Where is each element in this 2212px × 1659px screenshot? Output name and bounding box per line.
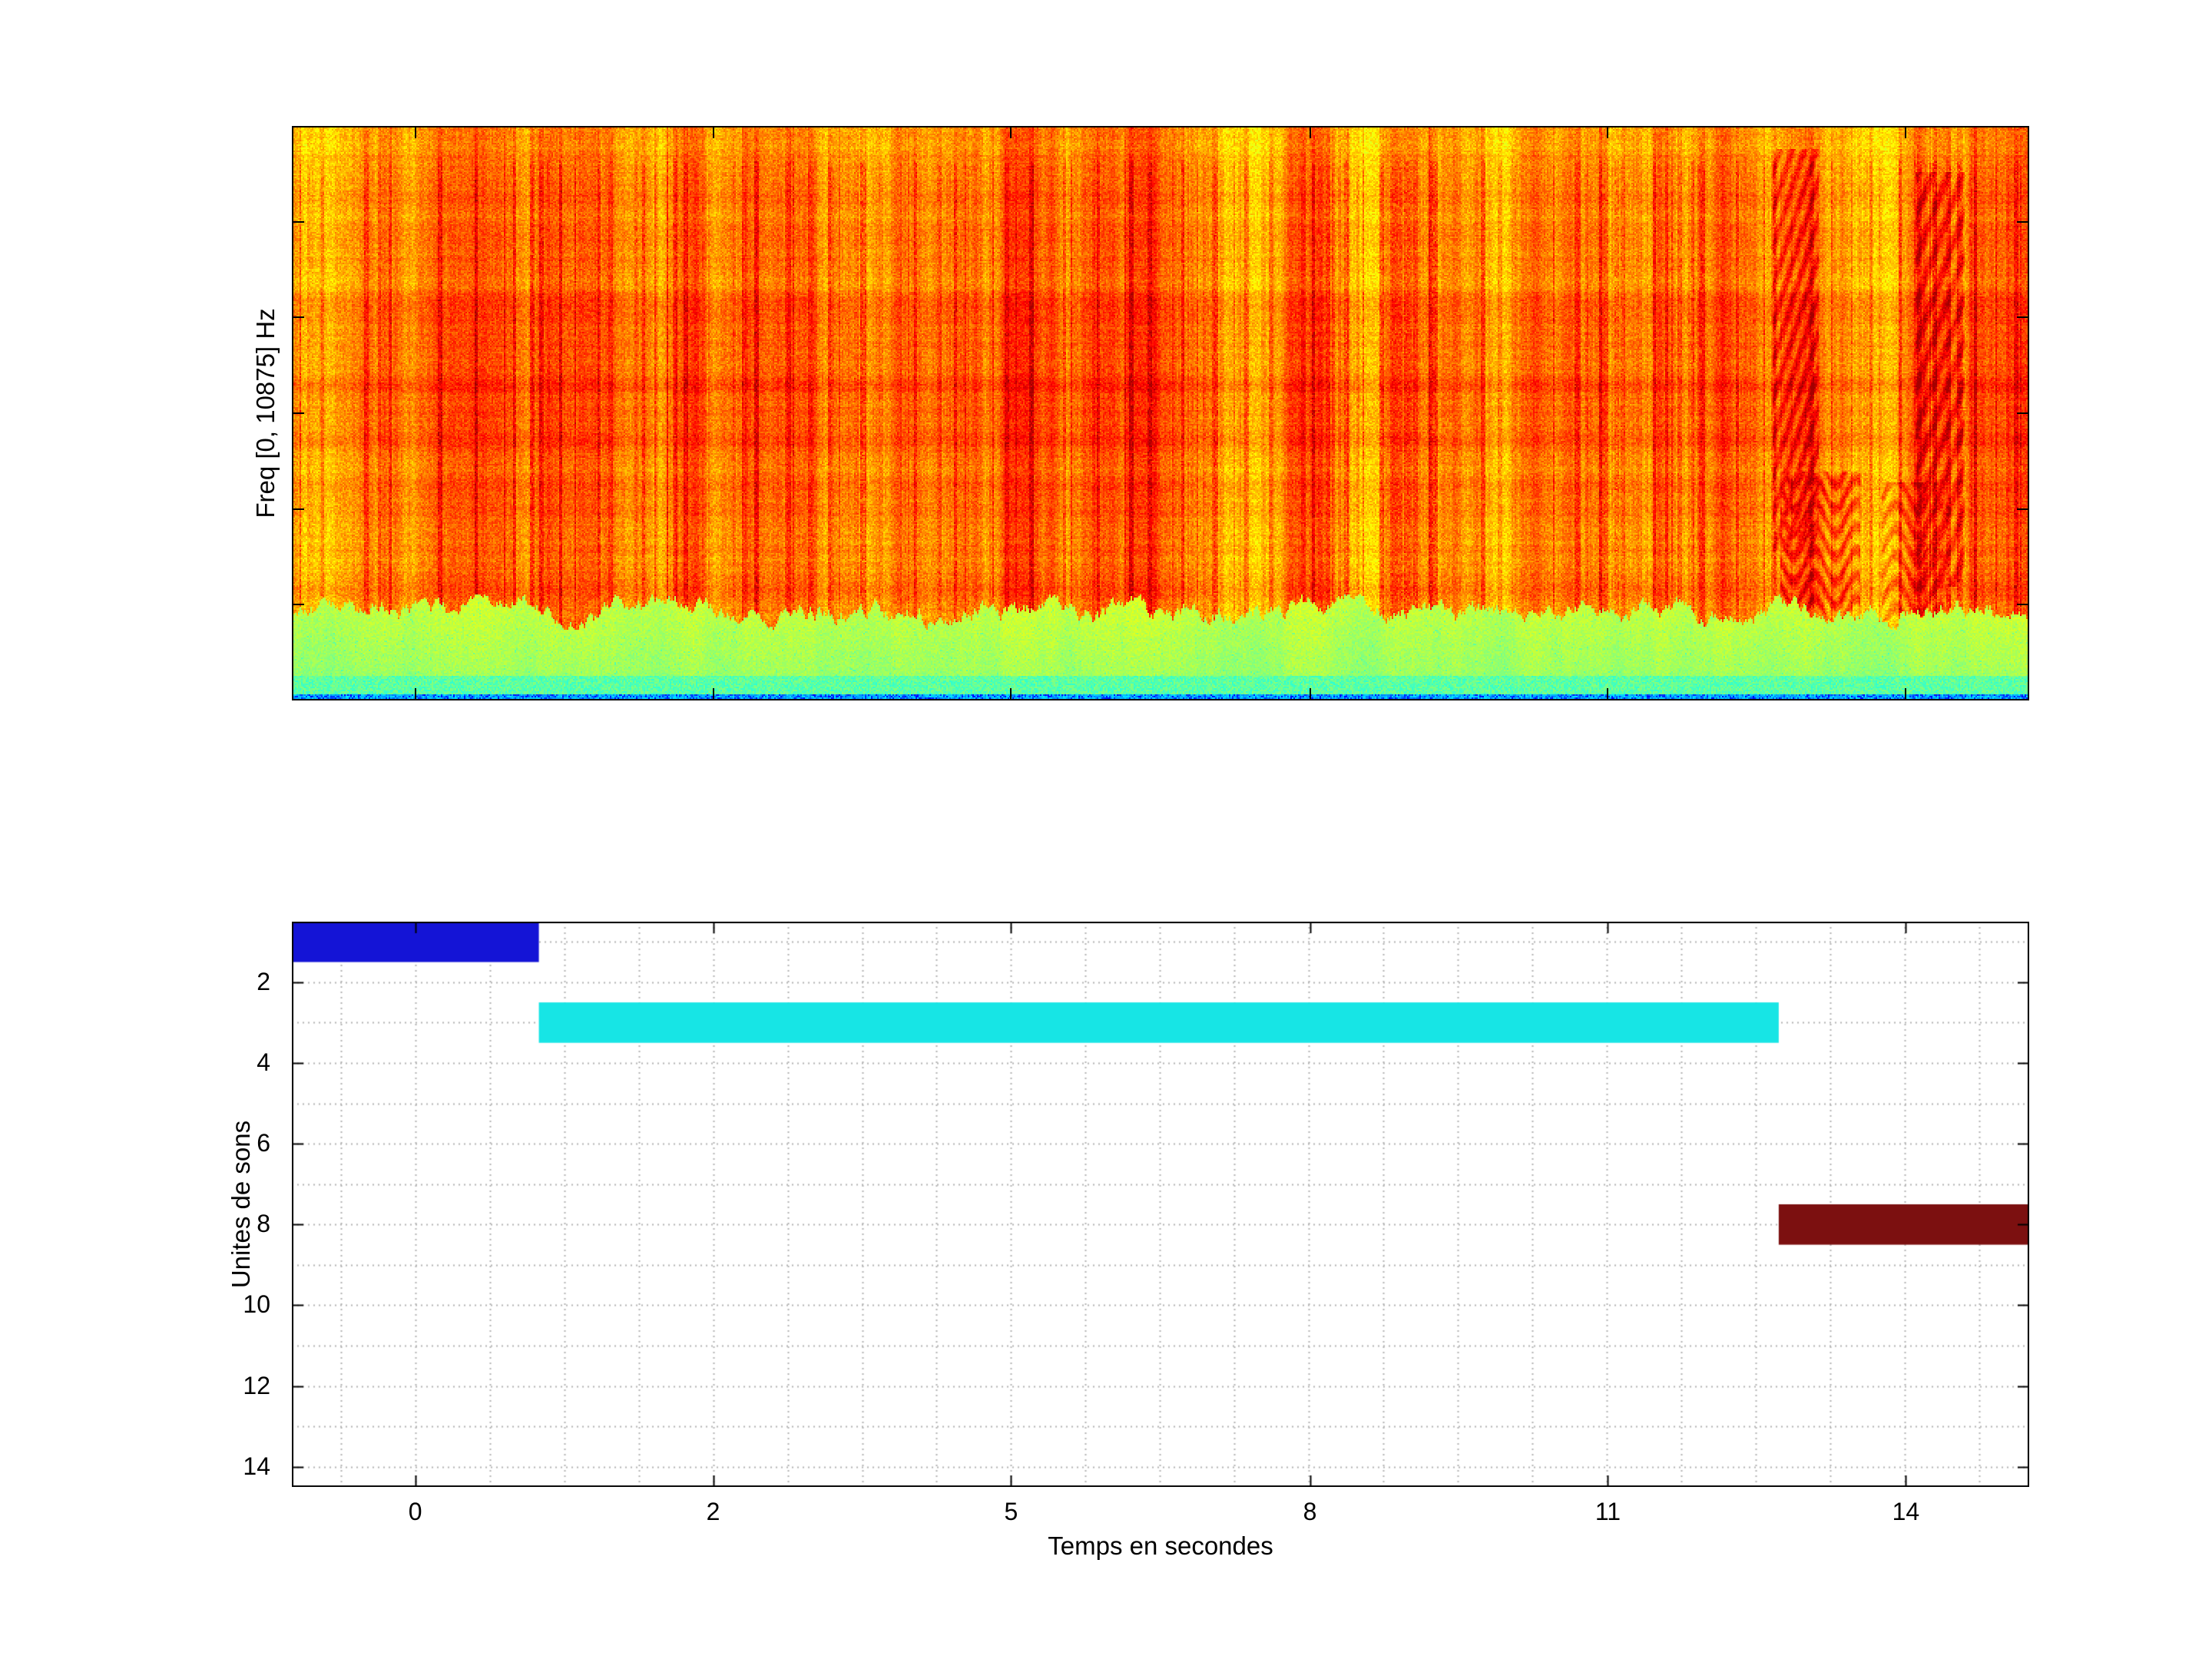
units-timeline-plot [292,922,2029,1487]
y-tick-label: 10 [243,1290,270,1319]
axis-tick [415,688,416,699]
x-tick-label: 2 [706,1498,720,1525]
axis-tick [1010,127,1012,138]
y-tick-label: 6 [257,1129,270,1157]
axis-tick [293,412,304,414]
axis-tick [293,316,304,318]
axis-tick [2017,221,2028,223]
axis-tick [1310,688,1311,699]
time-x-axis-label: Temps en secondes [1048,1532,1273,1560]
y-tick-label: 14 [243,1452,270,1480]
axis-tick [713,688,714,699]
axis-tick [1310,127,1311,138]
axis-tick [415,127,416,138]
axis-tick [1607,127,1608,138]
axis-tick [1905,688,1906,699]
axis-tick [2017,508,2028,510]
axis-tick [2017,412,2028,414]
spectrogram-heatmap [292,126,2029,700]
axis-tick [293,221,304,223]
axis-tick [293,604,304,605]
axis-tick [293,508,304,510]
spectrogram-y-axis-label: Freq [0, 10875] Hz [251,308,280,518]
x-tick-label: 11 [1594,1498,1621,1525]
x-tick-label: 8 [1303,1498,1317,1525]
axis-tick [713,127,714,138]
axis-tick [1905,127,1906,138]
axis-tick [2017,604,2028,605]
y-tick-label: 8 [257,1210,270,1238]
x-tick-label: 0 [408,1498,422,1525]
axis-tick [2017,316,2028,318]
y-tick-label: 12 [243,1371,270,1399]
y-tick-label: 2 [257,967,270,995]
x-tick-label: 5 [1004,1498,1018,1525]
units-timeline-canvas [292,922,2029,1487]
axis-tick [1607,688,1608,699]
axis-tick [1010,688,1012,699]
y-tick-label: 4 [257,1048,270,1076]
x-tick-label: 14 [1892,1498,1920,1525]
spectrogram-plot [292,126,2029,700]
